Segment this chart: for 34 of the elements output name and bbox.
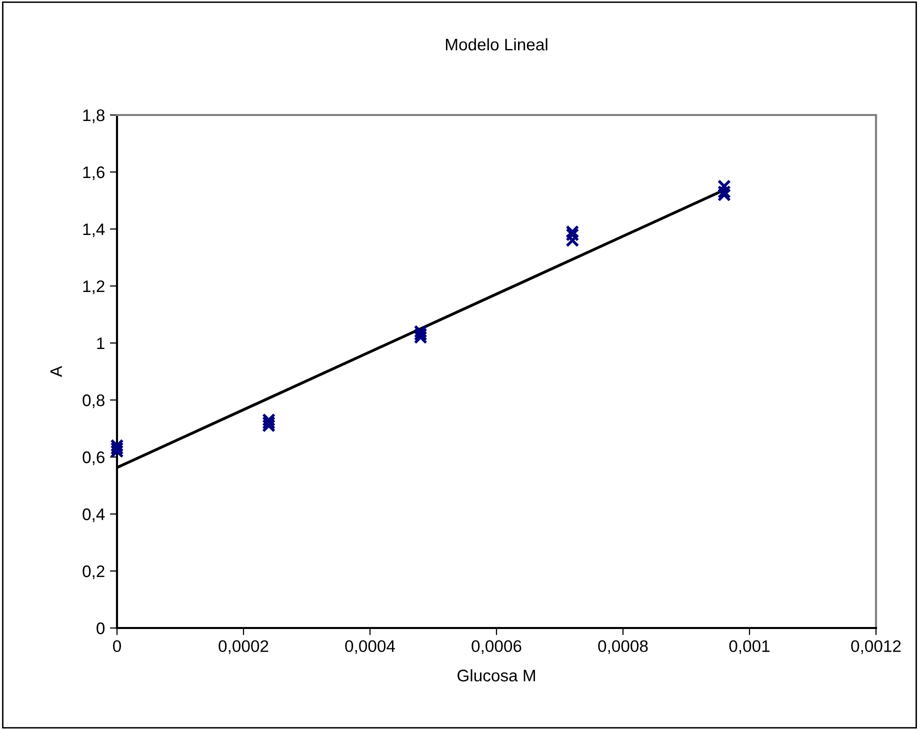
y-tick-label: 1,6 bbox=[83, 166, 104, 180]
point bbox=[110, 442, 124, 456]
point bbox=[717, 188, 731, 202]
point bbox=[414, 330, 428, 344]
y-tick-label: 1 bbox=[97, 338, 104, 350]
x-tick-label: 0,001 bbox=[729, 640, 770, 654]
y-tick-label: 1,4 bbox=[83, 224, 105, 238]
y-tick-label: 0,2 bbox=[82, 565, 104, 580]
x-tick-label: 0,0004 bbox=[345, 640, 396, 654]
x-tick-label: 0,0008 bbox=[598, 640, 648, 654]
point bbox=[262, 418, 276, 432]
point bbox=[262, 416, 276, 430]
x-tick-label: 0 bbox=[113, 640, 121, 652]
point bbox=[414, 324, 428, 338]
point bbox=[566, 228, 580, 242]
x-tick-label: 0,0002 bbox=[218, 640, 268, 654]
x-axis-title: Glucosa M bbox=[458, 669, 535, 682]
y-axis-title: A bbox=[50, 366, 62, 378]
point bbox=[717, 179, 731, 194]
point bbox=[717, 185, 731, 199]
point bbox=[110, 438, 124, 452]
chart-title: Modelo Lineal bbox=[446, 38, 548, 50]
y-tick-label: 1,8 bbox=[83, 109, 104, 124]
point bbox=[566, 225, 580, 239]
y-tick-label: 0,8 bbox=[82, 394, 104, 408]
x-tick-label: 0,0006 bbox=[472, 640, 522, 654]
y-tick-label: 0,4 bbox=[82, 508, 105, 522]
point bbox=[110, 444, 124, 458]
x-tick-label: 0,0012 bbox=[851, 640, 901, 654]
y-tick-label: 0 bbox=[96, 622, 105, 634]
point bbox=[262, 413, 276, 427]
point bbox=[414, 328, 428, 342]
y-tick-label: 0,6 bbox=[82, 451, 104, 466]
y-tick-label: 1,2 bbox=[83, 280, 104, 294]
